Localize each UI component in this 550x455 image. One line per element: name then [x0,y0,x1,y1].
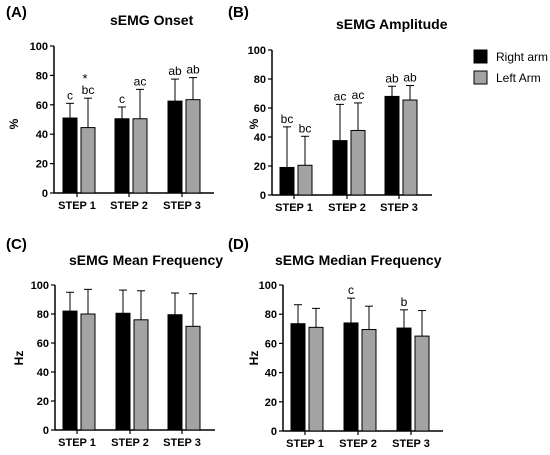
y-tick-label: 0 [271,426,277,438]
y-axis-label: Hz [12,351,26,366]
significance-label: bc [281,112,294,126]
chart-panel-2: (B) sEMG Amplitude% 0 20 40 60 80 100 STEP 1 bcbc… [228,4,448,214]
y-tick-label: 60 [36,100,48,112]
significance-label: bc [82,83,95,97]
significance-label: ab [186,63,200,77]
x-tick-label: STEP 2 [111,437,149,449]
y-axis-label: Hz [247,351,261,366]
bar [290,323,306,432]
y-tick-label: 80 [265,309,277,321]
bar [343,322,359,432]
significance-asterisk: * [82,71,87,86]
x-tick-label: STEP 2 [339,438,377,450]
y-axis-label: % [247,118,261,129]
bar [332,140,348,196]
bar [384,95,400,196]
significance-label: ac [134,74,147,88]
bar [62,117,78,194]
chart-title: sEMG Onset [110,12,194,28]
significance-label: c [348,283,354,297]
significance-label: ac [334,89,347,103]
significance-label: ab [385,71,399,85]
chart-panel-3: (C) sEMG Mean Frequency Hz 0 20 40 60 80 100 STEP… [6,236,223,449]
y-tick-label: 80 [254,74,266,86]
bar [80,127,96,194]
y-tick-label: 0 [260,190,266,202]
panel-label: (D) [228,236,249,253]
y-tick-label: 60 [265,338,277,350]
significance-label: c [119,92,125,106]
significance-label: ab [168,64,182,78]
x-tick-label: STEP 2 [328,202,366,214]
x-tick-label: STEP 2 [110,200,148,212]
y-tick-label: 80 [37,309,49,321]
bar [279,166,295,196]
bar [361,329,377,432]
y-tick-label: 60 [254,103,266,115]
x-tick-label: STEP 3 [380,202,418,214]
bar [115,312,131,431]
bar [167,314,183,431]
legend-swatch-right-arm [473,49,488,64]
x-tick-label: STEP 1 [286,438,324,450]
bar [308,326,324,432]
chart-title: sEMG Amplitude [336,16,448,32]
chart-panel-4: (D) sEMG Median Frequency Hz 0 20 40 60 80 100 ST… [228,236,443,450]
x-tick-label: STEP 3 [163,437,201,449]
legend: Right arm Left Arm [473,49,548,85]
significance-label: b [401,295,408,309]
y-tick-label: 100 [30,41,48,53]
significance-label: ac [352,88,365,102]
y-tick-label: 20 [265,397,277,409]
x-tick-label: STEP 1 [275,202,313,214]
y-tick-label: 20 [254,161,266,173]
y-tick-label: 40 [265,368,277,380]
panel-label: (A) [6,4,27,21]
bar [402,99,418,196]
bar [62,310,78,431]
y-tick-label: 40 [254,132,266,144]
y-tick-label: 40 [36,129,48,141]
bar [167,100,183,194]
significance-label: bc [299,121,312,135]
y-tick-label: 20 [37,396,49,408]
x-tick-label: STEP 3 [163,200,201,212]
bar [185,99,201,194]
y-tick-label: 80 [36,70,48,82]
y-tick-label: 0 [43,425,49,437]
significance-label: ab [403,71,417,85]
y-tick-label: 100 [248,45,266,57]
chart-title: sEMG Mean Frequency [69,252,223,268]
bar [80,313,96,431]
y-tick-label: 60 [37,338,49,350]
panel-label: (B) [228,4,249,21]
bar [350,129,366,196]
x-tick-label: STEP 1 [58,437,96,449]
bar [396,327,412,432]
bar [114,118,130,194]
legend-label-left-arm: Left Arm [496,71,541,85]
panel-label: (C) [6,236,27,253]
bar [185,325,201,431]
significance-label: c [67,88,73,102]
legend-swatch-left-arm [473,70,488,85]
y-tick-label: 20 [36,159,48,171]
bar [297,164,313,196]
y-tick-label: 100 [259,280,277,292]
x-tick-label: STEP 3 [392,438,430,450]
bar [414,335,430,432]
legend-label-right-arm: Right arm [496,50,548,64]
y-tick-label: 100 [31,280,49,292]
y-tick-label: 40 [37,367,49,379]
bar [133,319,149,431]
chart-title: sEMG Median Frequency [275,252,442,268]
y-tick-label: 0 [42,188,48,200]
bar [132,118,148,194]
x-tick-label: STEP 1 [58,200,96,212]
y-axis-label: % [7,118,21,129]
